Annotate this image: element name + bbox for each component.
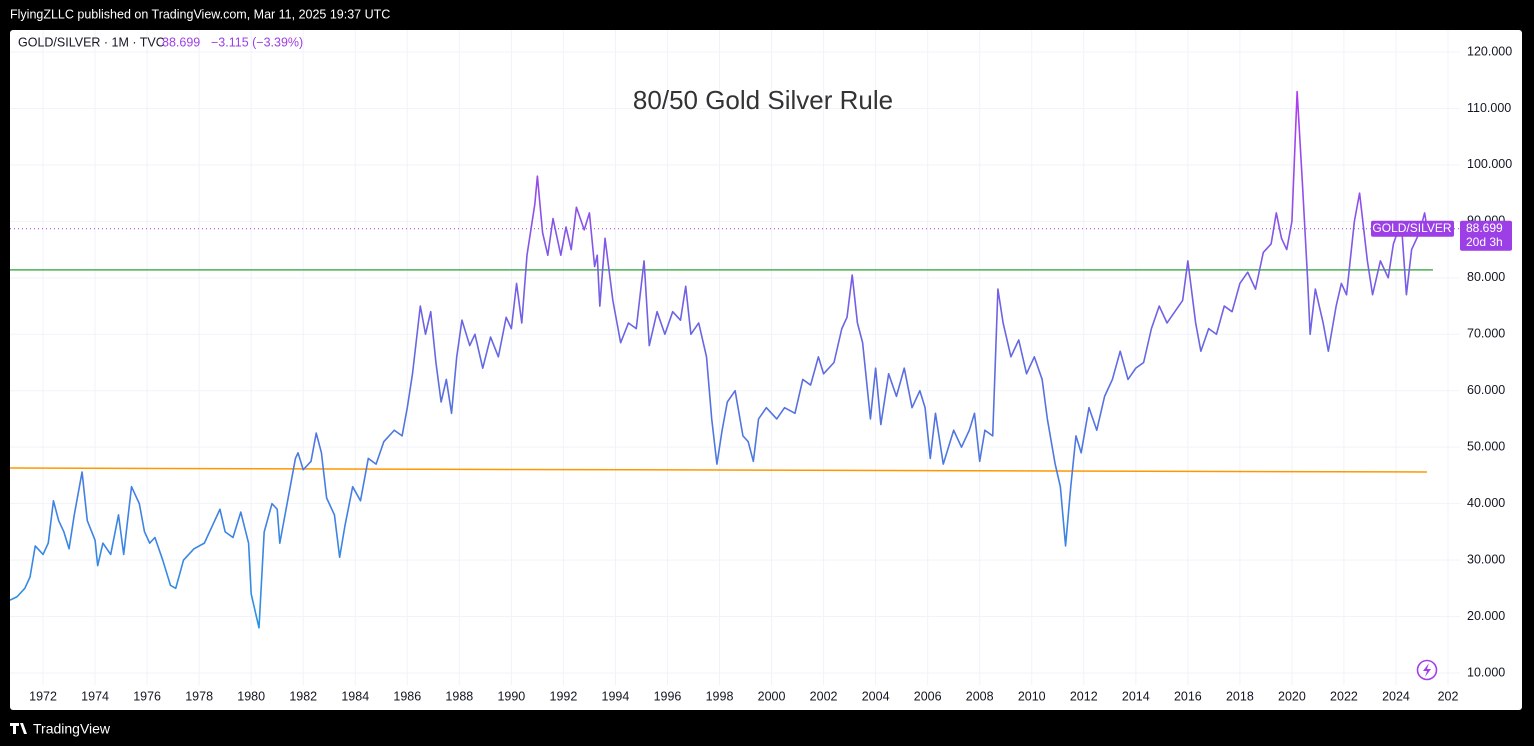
y-tick-label: 70.000: [1467, 327, 1505, 341]
countdown-label: 20d 3h: [1466, 235, 1503, 249]
x-tick-label: 2006: [914, 689, 942, 703]
plot: 10.000 20.000 30.000 40.000 50.000 60.000 70.0…: [10, 30, 1512, 703]
x-tick-label: 1986: [393, 689, 421, 703]
price-label-bg: [1460, 220, 1512, 251]
x-tick-label: 1996: [654, 689, 682, 703]
series-label-bg: [1371, 220, 1454, 237]
x-tick-label: 1988: [445, 689, 473, 703]
x-tick-label: 1982: [289, 689, 317, 703]
x-tick-label: 2010: [1018, 689, 1046, 703]
x-tick-label: 2018: [1226, 689, 1254, 703]
last-price: 88.699: [162, 35, 200, 49]
y-tick-label: 10.000: [1467, 665, 1505, 679]
tradingview-logo: [10, 723, 27, 734]
x-tick-label: 2004: [862, 689, 890, 703]
series-label: GOLD/SILVER: [1372, 221, 1451, 235]
y-tick-label: 100.000: [1467, 157, 1512, 171]
x-tick-label: 2002: [810, 689, 838, 703]
chart-panel: [10, 30, 1522, 710]
x-tick-label: 1974: [81, 689, 109, 703]
rule-line: [10, 467, 1427, 473]
x-tick-label: 1992: [550, 689, 578, 703]
x-tick-label: 2016: [1174, 689, 1202, 703]
y-tick-label: 50.000: [1467, 439, 1505, 453]
x-tick-label: 2014: [1122, 689, 1150, 703]
footer-brand: TradingView: [33, 721, 111, 737]
x-tick-label: 1976: [133, 689, 161, 703]
x-tick-label: 1998: [706, 689, 734, 703]
y-tick-label: 60.000: [1467, 383, 1505, 397]
x-tick-label: 2024: [1382, 689, 1410, 703]
plot-area: [10, 90, 1460, 629]
publisher: FlyingZLLC published on TradingView.com,…: [10, 7, 390, 21]
series-line: [10, 90, 1429, 629]
y-tick-label: 40.000: [1467, 496, 1505, 510]
chart-title: 80/50 Gold Silver Rule: [633, 85, 893, 115]
y-tick-label: 110.000: [1467, 101, 1511, 115]
price-change: −3.115 (−3.39%): [211, 35, 303, 49]
x-tick-label: 2020: [1278, 689, 1306, 703]
x-tick-label: 1972: [29, 689, 57, 703]
x-tick-label: 1978: [185, 689, 213, 703]
y-tick-label: 80.000: [1467, 270, 1505, 284]
lightning-icon: [1416, 659, 1438, 681]
symbol: GOLD/SILVER · 1M · TVC: [18, 35, 165, 49]
x-tick-label: 2012: [1070, 689, 1098, 703]
x-tick-label: 202: [1438, 689, 1459, 703]
x-tick-label: 1980: [237, 689, 265, 703]
x-tick-label: 2000: [758, 689, 786, 703]
y-tick-label: 30.000: [1467, 552, 1505, 566]
y-tick-label: 120.000: [1467, 44, 1512, 58]
x-tick-label: 2008: [966, 689, 994, 703]
y-tick-label: 20.000: [1467, 609, 1505, 623]
price-label: 88.699: [1466, 221, 1503, 235]
x-tick-label: 1984: [341, 689, 369, 703]
x-tick-label: 1990: [497, 689, 525, 703]
x-tick-label: 1994: [602, 689, 630, 703]
x-tick-label: 2022: [1330, 689, 1358, 703]
